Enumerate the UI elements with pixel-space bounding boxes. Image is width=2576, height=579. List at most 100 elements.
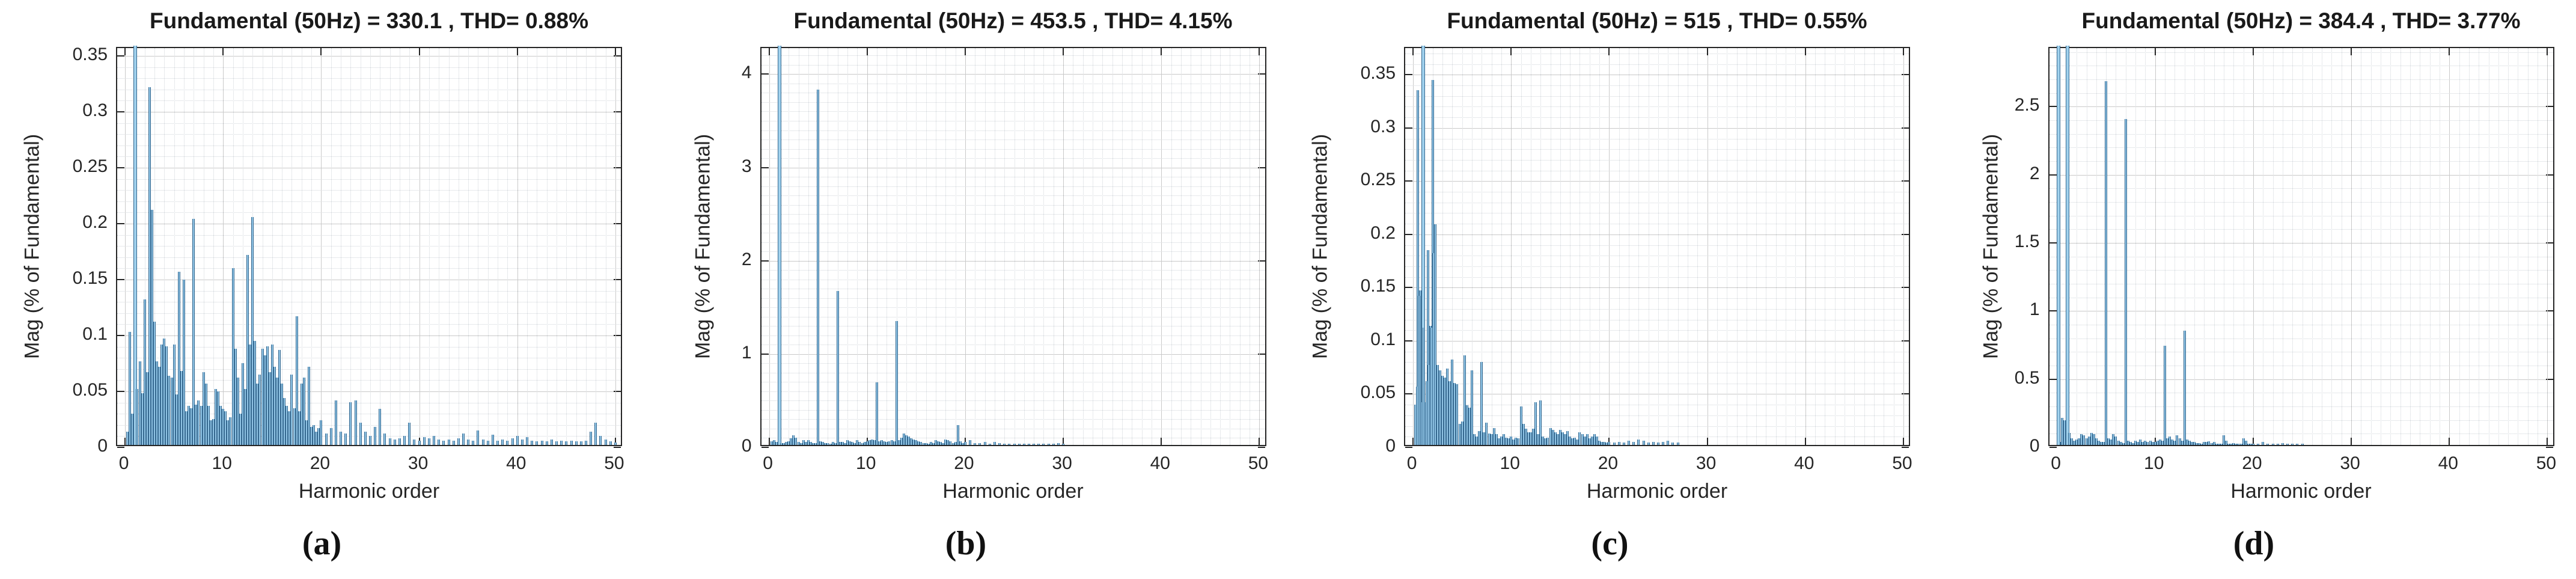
harmonic-bar (408, 423, 411, 445)
grid-line (2508, 48, 2509, 445)
harmonic-bar (868, 440, 871, 445)
tick-mark (1257, 73, 1265, 75)
harmonic-bar (915, 440, 918, 445)
grid-line (2049, 188, 2553, 189)
grid-line (117, 380, 621, 381)
harmonic-bar (2222, 435, 2225, 445)
tick-mark (2449, 48, 2450, 55)
harmonic-bar (2151, 442, 2154, 445)
harmonic-bar (258, 375, 261, 445)
x-axis-label: Harmonic order (1586, 480, 1728, 503)
grid-line (761, 307, 1265, 308)
y-tick-label: 2.5 (2014, 95, 2040, 115)
panel-letter: (c) (1591, 525, 1629, 562)
harmonic-bar (283, 398, 286, 445)
harmonic-bar (2063, 420, 2066, 445)
grid-line (1903, 48, 1904, 445)
harmonic-bar (1546, 438, 1549, 445)
grid-line (1239, 48, 1241, 445)
y-tick-label: 0 (1385, 436, 1396, 456)
harmonic-bar (2149, 441, 2152, 445)
grid-line (409, 48, 411, 445)
grid-line (2410, 48, 2411, 445)
harmonic-bar (2164, 346, 2167, 445)
grid-line (2049, 420, 2553, 421)
harmonic-bar (462, 433, 465, 445)
y-tick-label: 0.3 (1370, 116, 1396, 136)
tick-mark (1257, 260, 1265, 262)
tick-mark (761, 447, 769, 448)
x-tick-label: 30 (407, 453, 429, 473)
grid-line (117, 246, 621, 247)
harmonic-bar (2095, 438, 2098, 445)
harmonic-bar (2071, 438, 2074, 445)
tick-mark (1608, 438, 1610, 445)
grid-line (1501, 48, 1502, 445)
grid-line (2390, 48, 2391, 445)
grid-line (2449, 48, 2450, 445)
harmonic-bar (251, 217, 254, 445)
harmonic-bar (172, 345, 175, 445)
harmonic-bar (790, 438, 793, 445)
grid-line (1736, 48, 1738, 445)
harmonic-bar (1042, 444, 1045, 445)
harmonic-bar (939, 442, 942, 445)
harmonic-bar (570, 441, 573, 445)
harmonic-bar (594, 423, 597, 445)
tick-mark (117, 335, 124, 336)
harmonic-bar (545, 441, 548, 445)
harmonic-bar (266, 346, 269, 445)
grid-line (2096, 48, 2097, 445)
harmonic-bar (1463, 355, 1466, 445)
harmonic-bar (320, 420, 323, 445)
harmonic-bar (1608, 442, 1611, 445)
harmonic-bar (256, 384, 259, 445)
harmonic-bar (150, 210, 153, 445)
harmonic-bar (792, 435, 795, 445)
grid-line (174, 48, 175, 445)
harmonic-bar (861, 443, 864, 445)
grid-line (117, 156, 621, 158)
harmonic-bar (481, 440, 484, 445)
harmonic-bar (2107, 438, 2110, 445)
harmonic-bar (963, 442, 966, 445)
grid-line (1864, 48, 1865, 445)
grid-line (2253, 48, 2254, 445)
harmonic-bar (433, 436, 436, 445)
y-tick-label: 0 (2029, 436, 2040, 456)
harmonic-bar (944, 440, 947, 445)
harmonic-bar (1483, 432, 1486, 445)
harmonic-bar (1460, 421, 1463, 445)
grid-line (2145, 48, 2146, 445)
harmonic-bar (398, 438, 401, 445)
harmonic-bar (270, 345, 273, 445)
harmonic-bar (555, 441, 558, 445)
harmonic-bar (293, 408, 296, 445)
harmonic-bar (195, 405, 198, 445)
harmonic-bar (836, 291, 839, 445)
x-axis-label: Harmonic order (298, 480, 440, 503)
tick-mark (124, 438, 126, 445)
harmonic-bar (2210, 443, 2213, 445)
grid-line (2049, 174, 2553, 176)
grid-line (761, 270, 1265, 271)
harmonic-bar (229, 417, 232, 445)
tick-mark (1706, 438, 1708, 445)
harmonic-bar (917, 441, 920, 445)
x-axis-label: Harmonic order (2230, 480, 2372, 503)
harmonic-bar (477, 430, 480, 445)
harmonic-bar (2249, 444, 2252, 445)
fft-panel-a: Fundamental (50Hz) = 330.1 , THD= 0.88% … (0, 0, 644, 579)
y-tick-label: 0.25 (1360, 170, 1396, 190)
harmonic-bar (224, 411, 227, 445)
harmonic-bar (2139, 440, 2142, 445)
harmonic-bar (1549, 428, 1552, 445)
harmonic-bar (893, 441, 896, 445)
grid-line (1405, 340, 1909, 342)
tick-mark (1902, 447, 1909, 448)
harmonic-bar (182, 280, 185, 445)
grid-line (117, 234, 621, 236)
y-tick-label: 3 (741, 156, 752, 176)
harmonic-bar (2217, 444, 2220, 445)
harmonic-bar (1500, 437, 1503, 445)
